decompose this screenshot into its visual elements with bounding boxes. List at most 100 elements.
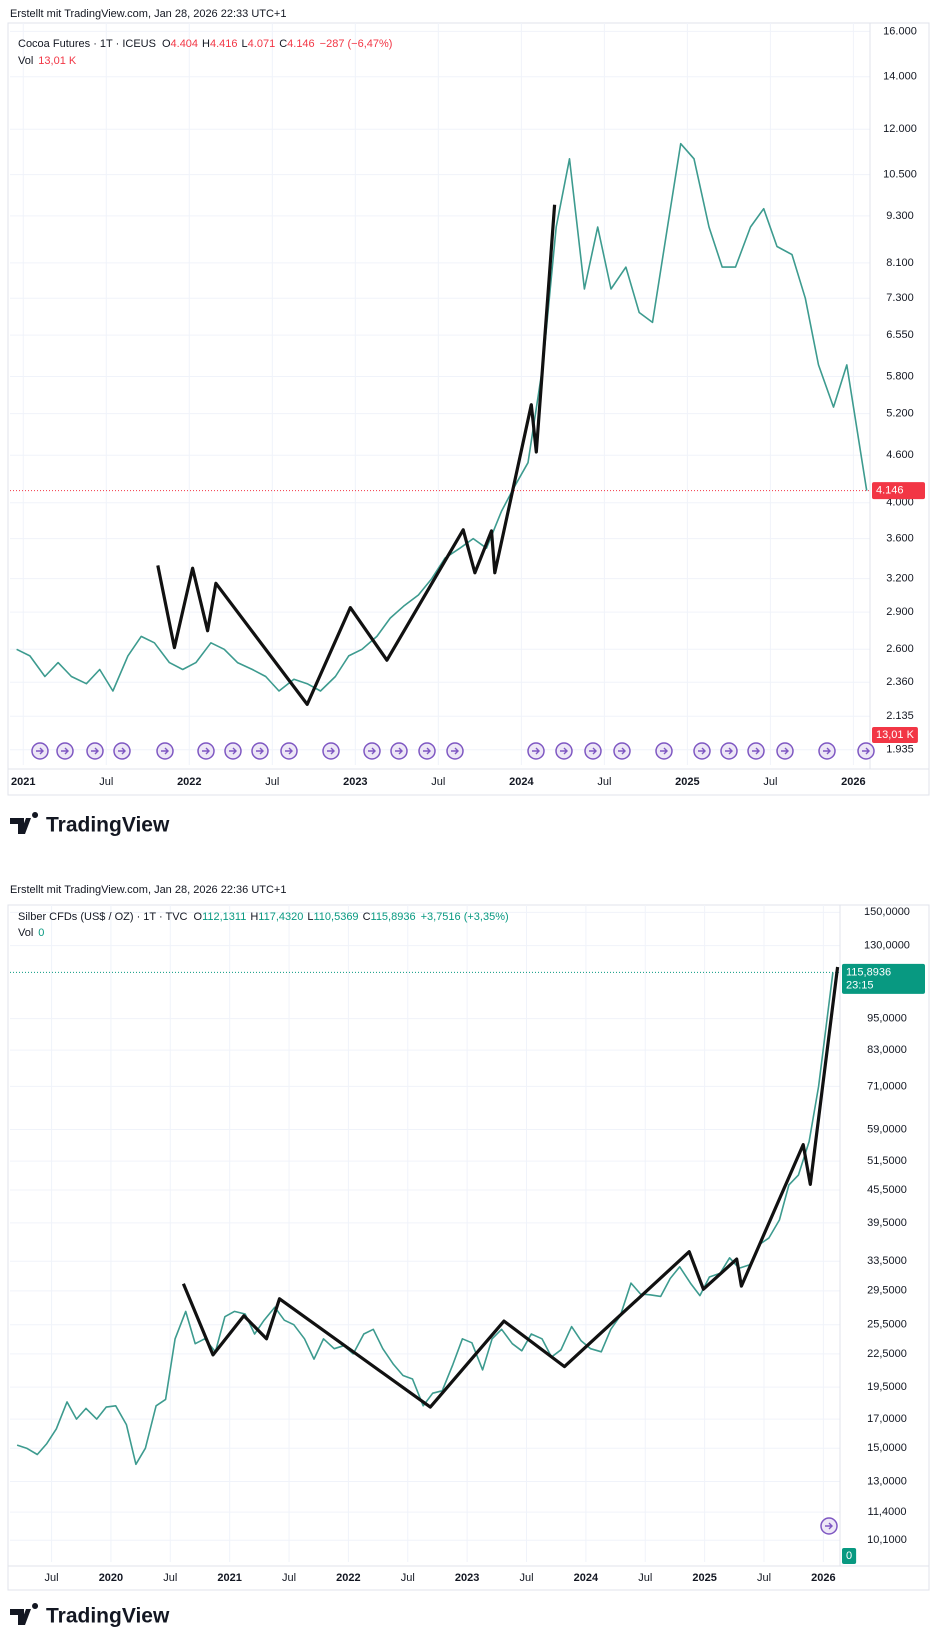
- volume-header: Vol 13,01 K: [18, 55, 77, 67]
- y-tick-label: 59,0000: [867, 1123, 907, 1135]
- y-tick-label: 130,0000: [864, 940, 910, 952]
- x-tick-label: Jul: [638, 1572, 652, 1584]
- drawing-line: [181, 966, 840, 1409]
- y-tick-label: 15,0000: [867, 1442, 907, 1454]
- volume-badge-label: 13,01 K: [876, 729, 915, 741]
- event-icon-arrow: [618, 747, 626, 755]
- price-badge: [842, 963, 925, 994]
- price-badge: [872, 482, 925, 500]
- ohlc-key: H: [250, 911, 258, 923]
- volume-header: Vol 0: [18, 927, 44, 939]
- event-icon-arrow: [532, 747, 540, 755]
- ohlc-value: 112,1311: [202, 911, 246, 923]
- x-tick-label: 2023: [343, 776, 367, 788]
- chart-frame: [7, 904, 930, 1591]
- y-tick-label: 150,0000: [864, 906, 910, 918]
- x-tick-label: Jul: [45, 1572, 59, 1584]
- y-tick-label: 1.935: [886, 744, 914, 756]
- x-tick-label: 2026: [811, 1572, 835, 1584]
- volume-badge: [842, 1548, 857, 1564]
- symbol-header: Cocoa Futures · 1T · ICEUS O4.404 H4.416 L4…: [18, 38, 392, 50]
- x-tick-label: 2025: [675, 776, 699, 788]
- y-tick-label: 2.600: [886, 643, 914, 655]
- ohlc-key: O: [194, 911, 203, 923]
- ohlc-value: 4.404: [171, 38, 199, 50]
- event-icon-arrow: [327, 747, 335, 755]
- y-tick-label: 5.800: [886, 370, 914, 382]
- symbol-title: Silber CFDs (US$ / OZ) · 1T · TVC: [18, 911, 188, 923]
- y-tick-label: 39,5000: [867, 1217, 907, 1229]
- ohlc-value: 110,5369: [313, 911, 358, 923]
- event-icon-arrow: [451, 747, 459, 755]
- brand-name: TradingView: [46, 814, 170, 837]
- x-tick-label: Jul: [597, 776, 611, 788]
- volume-badge-label: 0: [846, 1550, 852, 1562]
- x-tick-label: 2023: [455, 1572, 479, 1584]
- x-tick-label: Jul: [757, 1572, 771, 1584]
- y-tick-label: 11,4000: [868, 1506, 907, 1518]
- y-tick-label: 19,5000: [867, 1381, 907, 1393]
- event-icon-arrow: [285, 747, 293, 755]
- brand-logo: [10, 812, 39, 834]
- x-tick-label: 2024: [509, 776, 534, 788]
- event-icon-arrow: [118, 747, 126, 755]
- y-tick-label: 9.300: [886, 210, 914, 222]
- created-note: Erstellt mit TradingView.com, Jan 28, 20…: [10, 8, 286, 20]
- brand-name: TradingView: [46, 1605, 170, 1628]
- x-tick-label: Jul: [401, 1572, 415, 1584]
- y-tick-label: 33,5000: [867, 1255, 907, 1267]
- event-icon-arrow: [560, 747, 568, 755]
- y-tick-label: 2.135: [886, 710, 914, 722]
- drawing-line: [156, 204, 557, 706]
- x-tick-label: 2020: [99, 1572, 123, 1584]
- x-tick-label: 2022: [336, 1572, 360, 1584]
- x-tick-label: 2024: [574, 1572, 599, 1584]
- symbol-title: Cocoa Futures · 1T · ICEUS: [18, 38, 156, 50]
- event-icon-arrow: [698, 747, 706, 755]
- ohlc-value: 117,4320: [258, 911, 303, 923]
- y-tick-label: 17,0000: [867, 1413, 907, 1425]
- event-icon-arrow: [725, 747, 733, 755]
- price-line: [16, 972, 834, 1466]
- ohlc-key: L: [307, 911, 313, 923]
- chart-frame: [7, 22, 930, 796]
- y-tick-label: 8.100: [886, 257, 914, 269]
- event-icon-arrow: [589, 747, 597, 755]
- event-icon-arrow: [91, 747, 99, 755]
- event-icon-arrow: [161, 747, 169, 755]
- y-tick-label: 7.300: [886, 292, 914, 304]
- y-tick-label: 5.200: [886, 407, 914, 419]
- event-icon-arrow: [395, 747, 403, 755]
- y-tick-label: 51,5000: [867, 1155, 907, 1167]
- change: +3,7516 (+3,35%): [421, 911, 509, 923]
- ohlc-value: 4.146: [287, 38, 315, 50]
- brand-logo: [10, 1603, 39, 1625]
- x-tick-label: 2026: [841, 776, 865, 788]
- y-tick-label: 16.000: [883, 25, 917, 37]
- ohlc-key: H: [202, 38, 210, 50]
- y-tick-label: 13,0000: [867, 1475, 907, 1487]
- y-tick-label: 10,1000: [867, 1534, 907, 1546]
- ohlc-key: C: [279, 38, 287, 50]
- y-tick-label: 4.000: [886, 497, 914, 509]
- y-tick-label: 6.550: [886, 329, 914, 341]
- event-icon-arrow: [256, 747, 264, 755]
- ohlc-key: L: [242, 38, 248, 50]
- x-tick-label: Jul: [163, 1572, 177, 1584]
- ohlc-key: O: [162, 38, 171, 50]
- y-tick-label: 2.360: [886, 676, 914, 688]
- ohlc-key: C: [363, 911, 371, 923]
- y-tick-label: 95,0000: [867, 1013, 907, 1025]
- countdown: 23:15: [846, 979, 874, 991]
- event-icon-arrow: [862, 747, 870, 755]
- y-tick-label: 10.500: [883, 169, 917, 181]
- event-icon-arrow: [781, 747, 789, 755]
- symbol-header: Silber CFDs (US$ / OZ) · 1T · TVC O112,13…: [18, 911, 509, 923]
- ohlc-value: 4.071: [248, 38, 276, 50]
- event-icon-arrow: [36, 747, 44, 755]
- y-tick-label: 83,0000: [867, 1044, 907, 1056]
- y-tick-label: 71,0000: [867, 1080, 907, 1092]
- event-icon-arrow: [202, 747, 210, 755]
